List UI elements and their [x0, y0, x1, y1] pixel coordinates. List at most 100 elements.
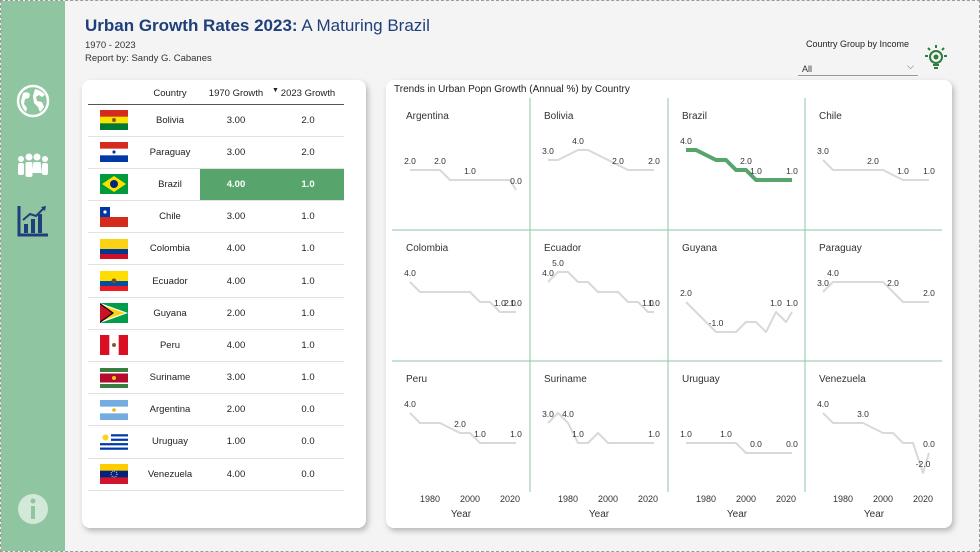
growth-1970-cell[interactable]: 3.00 — [200, 200, 272, 234]
panel-title: Bolivia — [544, 111, 574, 122]
table-row[interactable]: Brazil 4.00 1.0 — [88, 168, 344, 202]
growth-1970-cell[interactable]: 4.00 — [200, 232, 272, 266]
data-label: 1.0 — [680, 429, 692, 439]
table-row[interactable]: Guyana 2.00 1.0 — [88, 297, 344, 330]
growth-1970-cell[interactable]: 3.00 — [200, 361, 272, 395]
table-row[interactable]: Suriname 3.00 1.0 — [88, 361, 344, 395]
country-cell[interactable]: Uruguay — [140, 425, 200, 459]
table-row[interactable]: Bolivia 3.00 2.0 — [88, 104, 344, 137]
info-icon[interactable] — [15, 491, 51, 527]
flag-cell — [88, 297, 140, 330]
table-row[interactable]: Peru 4.00 1.0 — [88, 329, 344, 363]
growth-table: Country 1970 Growth 2023 Growth Bolivia … — [88, 84, 344, 491]
growth-2023-cell[interactable]: 1.0 — [272, 361, 344, 395]
growth-1970-cell[interactable]: 2.00 — [200, 297, 272, 330]
growth-1970-cell[interactable]: 4.00 — [200, 329, 272, 363]
growth-1970-value: 2.00 — [226, 404, 246, 416]
growth-2023-cell[interactable]: 0.0 — [272, 393, 344, 427]
data-label: 4.0 — [817, 399, 829, 409]
x-tick-label: 2000 — [460, 494, 480, 504]
growth-1970-cell[interactable]: 3.00 — [200, 136, 272, 169]
growth-1970-value: 4.00 — [226, 275, 246, 287]
table-row[interactable]: Venezuela 4.00 0.0 — [88, 458, 344, 491]
income-filter-value: All — [802, 64, 813, 74]
flag-cell — [88, 200, 140, 234]
growth-1970-cell[interactable]: 4.00 — [200, 264, 272, 298]
table-row[interactable]: Argentina 2.00 0.0 — [88, 393, 344, 427]
country-cell[interactable]: Peru — [140, 329, 200, 363]
series-line — [548, 149, 654, 171]
data-label: 4.0 — [562, 409, 574, 419]
data-label: -1.0 — [709, 318, 724, 328]
panel-title: Guyana — [682, 243, 717, 254]
flag-column-header — [88, 84, 140, 105]
panel-title: Venezuela — [819, 374, 866, 385]
growth-1970-cell[interactable]: 4.00 — [200, 458, 272, 491]
report-header: Urban Growth Rates 2023: A Maturing Braz… — [85, 16, 430, 65]
table-row[interactable]: Uruguay 1.00 0.0 — [88, 425, 344, 459]
bar-chart-icon[interactable] — [15, 203, 51, 239]
growth-2023-cell[interactable]: 0.0 — [272, 425, 344, 459]
period-label: 1970 - 2023 — [85, 40, 136, 51]
panel-title: Brazil — [682, 111, 707, 122]
flag-cell — [88, 425, 140, 459]
growth-1970-cell[interactable]: 1.00 — [200, 425, 272, 459]
country-cell[interactable]: Chile — [140, 200, 200, 234]
growth-2023-column-header[interactable]: 2023 Growth — [272, 84, 344, 105]
country-cell[interactable]: Brazil — [140, 168, 200, 202]
data-label: 1.0 — [750, 166, 762, 176]
x-tick-label: 1980 — [558, 494, 578, 504]
growth-2023-cell[interactable]: 1.0 — [272, 168, 344, 202]
series-line — [686, 442, 792, 454]
growth-2023-value: 1.0 — [301, 178, 315, 190]
growth-2023-cell[interactable]: 1.0 — [272, 200, 344, 234]
growth-2023-cell[interactable]: 0.0 — [272, 458, 344, 491]
growth-1970-column-header[interactable]: 1970 Growth — [200, 84, 272, 105]
x-tick-label: 2000 — [873, 494, 893, 504]
growth-2023-cell[interactable]: 2.0 — [272, 104, 344, 137]
sidebar — [1, 1, 65, 551]
growth-2023-cell[interactable]: 2.0 — [272, 136, 344, 169]
flag-cell — [88, 232, 140, 266]
growth-1970-value: 3.00 — [226, 114, 246, 126]
guyana-flag — [100, 303, 128, 324]
growth-2023-cell[interactable]: 1.0 — [272, 297, 344, 330]
growth-2023-cell[interactable]: 1.0 — [272, 329, 344, 363]
country-cell[interactable]: Bolivia — [140, 104, 200, 137]
growth-2023-cell[interactable]: 1.0 — [272, 232, 344, 266]
country-cell[interactable]: Colombia — [140, 232, 200, 266]
series-line — [409, 412, 516, 444]
data-label: 1.0 — [510, 298, 522, 308]
family-icon[interactable] — [15, 147, 51, 183]
country-cell[interactable]: Suriname — [140, 361, 200, 395]
brazil-flag — [100, 174, 128, 195]
table-row[interactable]: Chile 3.00 1.0 — [88, 200, 344, 234]
series-line — [410, 169, 517, 191]
growth-1970-cell[interactable]: 4.00 — [200, 168, 272, 202]
table-row[interactable]: Paraguay 3.00 2.0 — [88, 136, 344, 169]
flag-cell — [88, 264, 140, 298]
country-cell[interactable]: Venezuela — [140, 458, 200, 491]
country-cell[interactable]: Paraguay — [140, 136, 200, 169]
argentina-flag — [100, 399, 128, 420]
x-tick-label: 1980 — [696, 494, 716, 504]
data-label: 1.0 — [923, 166, 935, 176]
income-filter-dropdown[interactable]: All ⌵ — [798, 58, 918, 76]
growth-1970-value: 3.00 — [226, 372, 246, 384]
table-row[interactable]: Colombia 4.00 1.0 — [88, 232, 344, 266]
data-label: 2.0 — [867, 156, 879, 166]
series-line — [547, 412, 654, 444]
growth-2023-cell[interactable]: 1.0 — [272, 264, 344, 298]
data-label: 1.0 — [897, 166, 909, 176]
country-cell[interactable]: Ecuador — [140, 264, 200, 298]
panel-title: Argentina — [406, 111, 449, 122]
country-column-header[interactable]: Country — [140, 84, 200, 105]
country-cell[interactable]: Guyana — [140, 297, 200, 330]
table-row[interactable]: Ecuador 4.00 1.0 — [88, 264, 344, 298]
growth-1970-cell[interactable]: 2.00 — [200, 393, 272, 427]
country-cell[interactable]: Argentina — [140, 393, 200, 427]
growth-1970-cell[interactable]: 3.00 — [200, 104, 272, 137]
lightbulb-icon[interactable] — [922, 44, 950, 72]
globe-icon[interactable] — [15, 83, 51, 119]
title-sub: A Maturing Brazil — [301, 16, 430, 35]
